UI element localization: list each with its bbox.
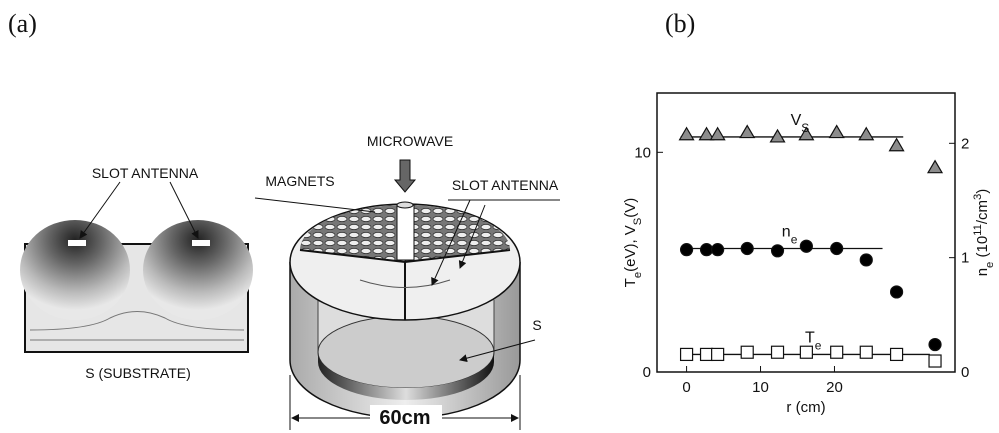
point (712, 348, 724, 360)
panel-label: (a) (8, 9, 37, 38)
label-part: (10 (974, 236, 991, 262)
y-tick-label: 10 (634, 144, 651, 161)
point (681, 348, 693, 360)
point (712, 244, 724, 256)
label: SLOT ANTENNA (92, 165, 199, 181)
point (800, 240, 812, 252)
y2-tick-label: 2 (961, 135, 969, 152)
label: 60cm (379, 407, 430, 429)
x-tick-label: 20 (826, 379, 843, 396)
point (681, 244, 693, 256)
figure: (a) (b) SLOT ANTENNA S (SUBSTRATE) (0, 0, 999, 433)
label: S (532, 317, 541, 333)
point (831, 243, 843, 255)
apparatus: MICROWAVE MAGNETS SLOT ANTENNA S 60cm (255, 133, 560, 430)
label-part: T (805, 329, 815, 346)
point (830, 126, 844, 138)
series-label: ne (782, 224, 798, 247)
point (741, 346, 753, 358)
label-part: T (622, 278, 639, 287)
point (928, 161, 942, 173)
y-tick-label: 0 (643, 364, 651, 381)
point (701, 244, 713, 256)
label-part: V (791, 112, 802, 129)
label-part: n (974, 268, 991, 276)
cross-section: SLOT ANTENNA S (SUBSTRATE) (20, 165, 253, 381)
point (859, 128, 873, 140)
y2-axis-label: ne (1011/cm3) (972, 189, 996, 277)
point (929, 339, 941, 351)
point (800, 346, 812, 358)
point (890, 139, 904, 151)
y-axis-label: Te(eV), VS(V) (622, 198, 644, 288)
point (831, 346, 843, 358)
y2-tick-label: 1 (961, 250, 969, 267)
point (741, 243, 753, 255)
label-part: (V) (622, 198, 639, 218)
point (680, 128, 694, 140)
label-part: ) (974, 189, 991, 194)
label: MAGNETS (265, 173, 334, 189)
label: MICROWAVE (367, 133, 453, 149)
point (772, 245, 784, 257)
point (860, 346, 872, 358)
label-part: e (791, 233, 798, 247)
x-axis-label: r (cm) (786, 399, 825, 416)
label-part: e (815, 338, 822, 352)
point (740, 126, 754, 138)
label: SLOT ANTENNA (452, 177, 559, 193)
point (701, 348, 713, 360)
x-tick-label: 10 (752, 379, 769, 396)
y2-tick-label: 0 (961, 364, 969, 381)
label-part: n (782, 224, 791, 241)
point (929, 355, 941, 367)
point (891, 286, 903, 298)
series-label: VS (791, 112, 810, 135)
label-part: S (632, 218, 644, 226)
point (771, 130, 785, 142)
point (891, 348, 903, 360)
label-part: /cm (974, 200, 991, 224)
panel-label: (b) (665, 9, 695, 38)
point (772, 346, 784, 358)
label-part: S (801, 121, 809, 135)
label: S (SUBSTRATE) (85, 365, 191, 381)
x-tick-label: 0 (682, 379, 690, 396)
label-part: (eV), V (622, 225, 639, 272)
page: {"figure": {"panel_a_label": "(a)", "pan… (0, 0, 999, 433)
label-part: 11 (972, 224, 984, 236)
point (711, 128, 725, 140)
point (860, 254, 872, 266)
